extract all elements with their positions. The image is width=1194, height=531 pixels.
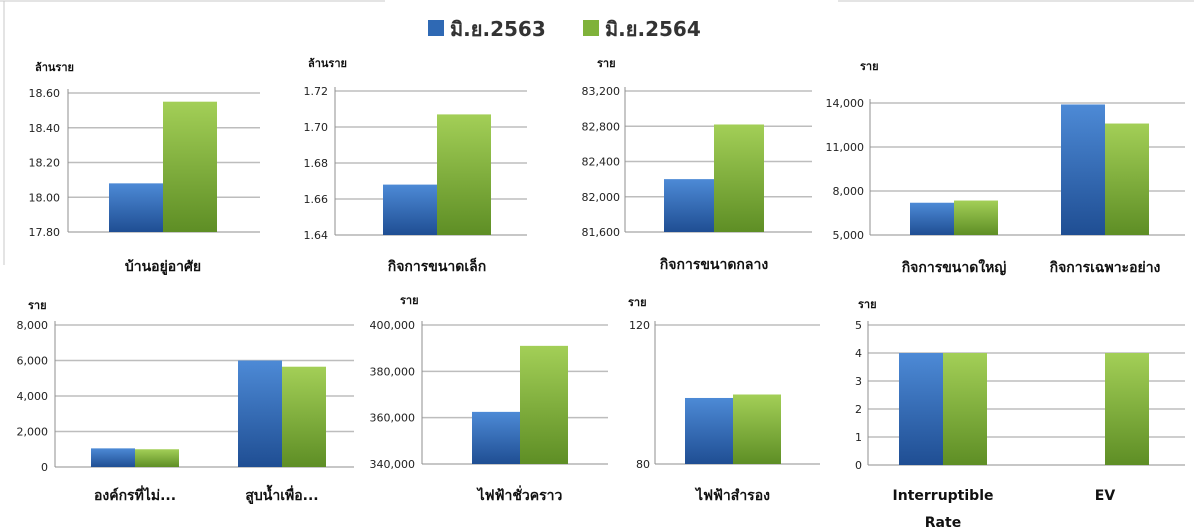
bar-2564 bbox=[282, 366, 326, 467]
legend-label-2564: มิ.ย.2564 bbox=[605, 17, 701, 41]
bar-2564 bbox=[714, 124, 764, 232]
y-axis-label: ราย bbox=[858, 298, 877, 311]
category-label: Interruptible bbox=[893, 488, 994, 504]
y-axis-label: ราย bbox=[28, 299, 47, 312]
bar-2564 bbox=[733, 394, 781, 464]
legend-swatch-2563 bbox=[428, 20, 444, 36]
category-label: สูบน้ำเพื่อ... bbox=[245, 484, 318, 504]
legend-label-2563: มิ.ย.2563 bbox=[450, 17, 546, 41]
bar-2563 bbox=[91, 448, 135, 467]
bar-2564 bbox=[943, 353, 987, 465]
y-tick-label: 82,800 bbox=[582, 120, 621, 133]
y-tick-label: 82,400 bbox=[582, 156, 621, 169]
y-tick-label: 1.72 bbox=[304, 85, 329, 98]
y-tick-label: 18.60 bbox=[29, 87, 61, 100]
chart-panel-1: 17.80 18.00 18.20 18.40 18.60 ล้านรายบ้านอยู่… bbox=[29, 61, 260, 275]
chart-panel-8: 0 1 2 3 4 5 ราย Interruptible Rate EV bbox=[855, 298, 1185, 531]
bar-2564 bbox=[163, 101, 217, 232]
legend-swatch-2564 bbox=[583, 20, 599, 36]
y-tick-label: 83,200 bbox=[582, 85, 621, 98]
category-label: กิจการขนาดกลาง bbox=[659, 257, 768, 273]
y-tick-label: 2,000 bbox=[17, 426, 49, 439]
category-label: องค์กรที่ไม่... bbox=[94, 485, 176, 504]
y-tick-label: 1.68 bbox=[304, 157, 329, 170]
category-label: EV bbox=[1095, 488, 1116, 504]
y-tick-label: 340,000 bbox=[370, 458, 416, 471]
y-tick-label: 17.80 bbox=[29, 226, 61, 239]
y-tick-label: 1 bbox=[855, 431, 862, 444]
category-label: กิจการเฉพาะอย่าง bbox=[1049, 260, 1160, 276]
y-axis-label: ราย bbox=[860, 60, 879, 73]
charts-group: 17.80 18.00 18.20 18.40 18.60 ล้านรายบ้านอยู่… bbox=[17, 57, 1185, 531]
y-tick-label: 6,000 bbox=[17, 355, 49, 368]
y-axis-label: ล้านราย bbox=[308, 57, 347, 70]
y-tick-label: 4 bbox=[855, 347, 862, 360]
y-tick-label: 5 bbox=[855, 319, 862, 332]
y-axis-label: ล้านราย bbox=[35, 61, 74, 74]
y-tick-label: 0 bbox=[41, 461, 48, 474]
bar-2563 bbox=[1061, 104, 1105, 235]
bar-2564 bbox=[437, 114, 491, 235]
y-tick-label: 18.20 bbox=[29, 157, 61, 170]
category-label: ไฟฟ้าสำรอง bbox=[694, 486, 770, 504]
chart-panel-3: 81,600 82,000 82,400 82,800 83,200 รายกิจการข… bbox=[582, 57, 812, 273]
y-tick-label: 2 bbox=[855, 403, 862, 416]
y-tick-label: 8,000 bbox=[17, 319, 49, 332]
y-tick-label: 380,000 bbox=[370, 365, 416, 378]
y-tick-label: 1.66 bbox=[304, 193, 329, 206]
y-tick-label: 3 bbox=[855, 375, 862, 388]
y-axis-label: ราย bbox=[597, 57, 616, 70]
y-tick-label: 81,600 bbox=[582, 226, 621, 239]
y-tick-label: 18.40 bbox=[29, 122, 61, 135]
y-tick-label: 1.70 bbox=[304, 121, 329, 134]
bar-2563 bbox=[472, 411, 520, 464]
y-axis-label: ราย bbox=[628, 296, 647, 309]
bar-2564 bbox=[1105, 353, 1149, 465]
category-label: Rate bbox=[925, 515, 961, 531]
chart-panel-6: 340,000 360,000 380,000 400,000 รายไฟฟ้าชั่ว… bbox=[370, 294, 608, 504]
bar-2563 bbox=[109, 183, 163, 232]
bar-2563 bbox=[664, 179, 714, 232]
bar-2563 bbox=[685, 397, 733, 464]
bar-2563 bbox=[899, 353, 943, 465]
y-tick-label: 8,000 bbox=[833, 185, 865, 198]
y-tick-label: 82,000 bbox=[582, 191, 621, 204]
bar-2564 bbox=[954, 200, 998, 235]
category-label: กิจการขนาดเล็ก bbox=[387, 257, 486, 275]
category-label: ไฟฟ้าชั่วคราว bbox=[476, 485, 563, 504]
bar-2564 bbox=[520, 345, 568, 464]
bar-2564 bbox=[135, 449, 179, 467]
y-tick-label: 400,000 bbox=[370, 319, 416, 332]
y-tick-label: 360,000 bbox=[370, 412, 416, 425]
category-label: บ้านอยู่อาศัย bbox=[125, 259, 201, 275]
bar-2564 bbox=[1105, 123, 1149, 235]
y-tick-label: 18.00 bbox=[29, 191, 61, 204]
bar-2563 bbox=[910, 202, 954, 235]
category-label: กิจการขนาดใหญ่ bbox=[901, 258, 1006, 276]
y-tick-label: 11,000 bbox=[826, 141, 865, 154]
y-tick-label: 5,000 bbox=[833, 229, 865, 242]
y-tick-label: 4,000 bbox=[17, 390, 49, 403]
legend: มิ.ย.2563 มิ.ย.2564 bbox=[428, 17, 701, 41]
y-tick-label: 80 bbox=[636, 458, 650, 471]
y-axis-label: ราย bbox=[400, 294, 419, 307]
y-tick-label: 120 bbox=[629, 319, 650, 332]
y-tick-label: 14,000 bbox=[826, 97, 865, 110]
bar-2563 bbox=[383, 184, 437, 235]
y-tick-label: 1.64 bbox=[304, 229, 329, 242]
bar-2563 bbox=[238, 360, 282, 467]
chart-panel-2: 1.64 1.66 1.68 1.70 1.72 ล้านรายกิจการขนาดเล็… bbox=[304, 57, 527, 275]
y-tick-label: 0 bbox=[855, 459, 862, 472]
